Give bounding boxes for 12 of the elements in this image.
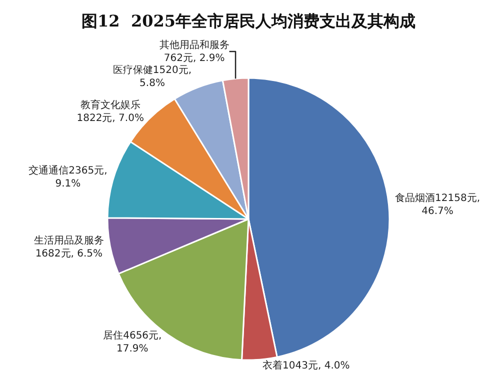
slice-label: 生活用品及服务 <box>34 234 104 246</box>
slice-label: 其他用品和服务 <box>159 39 230 52</box>
slice-label: 交通通信2365元, 9.1% <box>28 164 108 190</box>
slice-label: 食品烟酒12158元, 46.7% <box>395 192 480 217</box>
data-label: 1682元, 6.5% <box>35 248 103 260</box>
slice-label: 衣着1043元, 4.0% <box>262 360 350 372</box>
slice-label: 教育文化娱乐 <box>80 98 140 111</box>
data-label: 762元, 2.9% <box>164 53 225 64</box>
chart-title: 图12 2025年全市居民人均消费支出及其构成 <box>82 11 416 30</box>
data-label: 1822元, 7.0% <box>76 112 144 124</box>
slice-label: 医疗保健1520元, 5.8% <box>112 64 192 90</box>
slice-label: 居住4656元, 17.9% <box>103 330 162 355</box>
